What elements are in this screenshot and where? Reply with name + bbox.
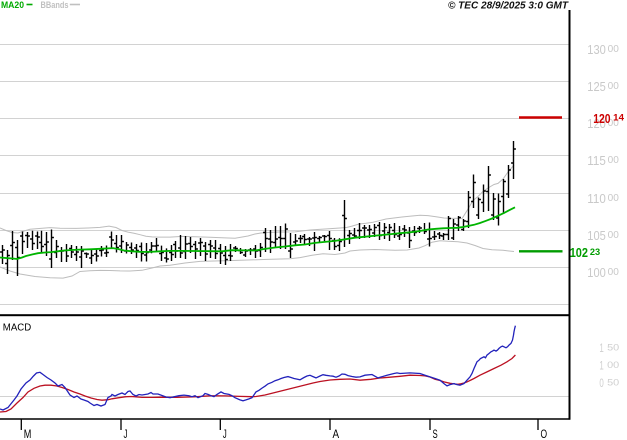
svg-text:00: 00 xyxy=(607,360,619,370)
svg-text:M: M xyxy=(24,427,32,440)
svg-text:A: A xyxy=(333,427,340,440)
svg-text:MA20: MA20 xyxy=(1,0,24,11)
svg-text:O: O xyxy=(541,427,548,440)
svg-text:130: 130 xyxy=(587,43,606,57)
svg-text:00: 00 xyxy=(608,267,620,278)
svg-text:00: 00 xyxy=(608,193,620,204)
svg-text:1: 1 xyxy=(599,361,603,373)
svg-text:00: 00 xyxy=(608,155,620,166)
svg-text:115: 115 xyxy=(587,154,606,168)
svg-text:00: 00 xyxy=(608,44,620,55)
svg-text:00: 00 xyxy=(608,81,620,92)
svg-text:J: J xyxy=(124,427,128,440)
svg-text:00: 00 xyxy=(608,230,620,241)
svg-text:1: 1 xyxy=(599,343,603,355)
svg-text:MACD: MACD xyxy=(3,323,31,334)
svg-text:© TEC 28/9/2025 3:0 GMT: © TEC 28/9/2025 3:0 GMT xyxy=(448,1,569,12)
svg-text:110: 110 xyxy=(587,192,606,206)
svg-text:J: J xyxy=(223,427,227,440)
svg-text:120: 120 xyxy=(593,112,610,126)
svg-text:105: 105 xyxy=(587,229,606,243)
svg-text:125: 125 xyxy=(587,80,606,94)
svg-text:50: 50 xyxy=(607,378,619,388)
svg-text:50: 50 xyxy=(607,342,619,352)
svg-text:14: 14 xyxy=(613,113,625,123)
svg-text:0: 0 xyxy=(599,378,603,390)
svg-text:00: 00 xyxy=(608,118,620,129)
svg-text:120: 120 xyxy=(587,117,606,131)
svg-text:102: 102 xyxy=(570,246,588,260)
svg-text:BBands: BBands xyxy=(41,0,69,11)
svg-text:100: 100 xyxy=(587,266,606,280)
svg-text:23: 23 xyxy=(590,247,600,257)
svg-text:S: S xyxy=(433,427,438,440)
